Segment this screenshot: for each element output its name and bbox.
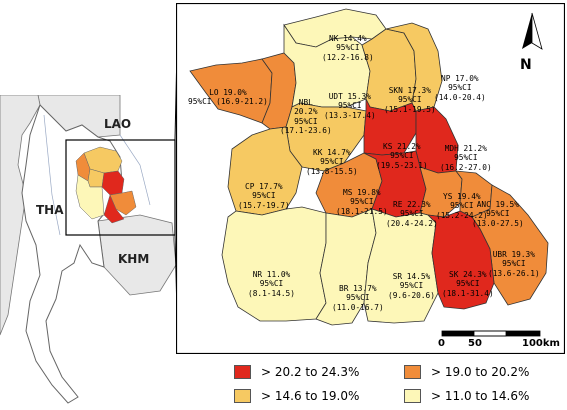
region-label-mdh: MDH 21.2% 95%CI (16.2-27.0) [440,143,492,172]
legend-item-high: > 20.2 to 24.3% [234,364,359,380]
legend-label-mid-high: > 19.0 to 20.2% [431,365,530,379]
main-map: N 0 50 100km NK 14.4% 95%CI (12.2-16.8) LO… [175,2,566,355]
province-cp [227,126,303,216]
legend-item-mid-high: > 19.0 to 20.2% [404,364,529,380]
scale-tick-0: 0 [438,338,445,349]
river-line [43,114,61,236]
inset-study-area [75,146,137,224]
region-label-anc: ANC 19.5% 95%CI (13.0-27.5) [472,199,524,228]
legend-swatch-mid-high [404,365,421,379]
legend-swatch-mid-low [234,389,251,403]
province-udt [283,23,371,108]
legend-label-high: > 20.2 to 24.3% [261,365,360,379]
scale-tick-100km: 100km [522,338,560,349]
region-label-br: BR 13.7% 95%CI (11.0-16.7) [332,283,384,312]
myanmar-shape [0,94,41,336]
region-label-ys: YS 19.4% 95%CI (15.2-24.2) [436,191,488,220]
region-label-udt: UDT 15.3% 95%CI (13.3-17.4) [324,91,376,120]
north-arrow-icon [522,12,543,50]
province-sr [363,208,439,324]
province-ys [419,166,463,218]
region-label-cp: CP 17.7% 95%CI (15.7-19.7) [238,181,290,210]
region-label-skn: SKN 17.3% 95%CI (15.1-19.5) [384,85,436,114]
inset-frame [65,139,176,236]
region-label-ks: KS 21.2% 95%CI (19.5-23.1) [376,141,428,170]
legend-swatch-high [234,365,251,379]
overview-map: LAO THA KHM [0,94,184,405]
province-ks [363,98,417,156]
region-label-np: NP 17.0% 95%CI (14.0-20.4) [434,73,486,102]
region-label-nr: NR 11.0% 95%CI (8.1-14.5) [248,269,295,298]
legend-item-mid-low: > 14.6 to 19.0% [234,388,359,404]
overview-map-svg [0,94,177,404]
legend: > 20.2 to 24.3% > 19.0 to 20.2% > 14.6 t… [228,356,565,405]
main-map-svg [175,2,566,355]
north-label: N [520,57,532,73]
scale-bar [441,330,541,337]
country-label-khm: KHM [118,252,150,266]
region-label-lo: LO 19.0% 95%CI (16.9-21.2) [188,87,268,107]
region-label-re: RE 22.3% 95%CI (20.4-24.2) [386,199,438,228]
river-line-2 [119,134,151,206]
region-label-nbl: NBL 20.2% 95%CI (17.1-23.6) [280,97,332,136]
country-label-lao: LAO [104,117,132,131]
region-label-kk: KK 14.7% 95%CI (13.8-15.5) [306,147,358,176]
scale-tick-50: 50 [468,338,482,349]
legend-swatch-low [404,389,421,403]
province-sk [426,210,495,310]
legend-label-low: > 11.0 to 14.6% [431,389,530,403]
region-label-ubr: UBR 19.3% 95%CI (13.6-26.1) [488,249,540,278]
legend-label-mid-low: > 14.6 to 19.0% [261,389,360,403]
region-label-sr: SR 14.5% 95%CI (9.6-20.6) [388,271,435,300]
region-label-ms: MS 19.8% 95%CI (18.1-21.5) [336,187,388,216]
region-label-nk: NK 14.4% 95%CI (12.2-16.8) [322,33,374,62]
country-label-tha: THA [36,203,64,217]
legend-item-low: > 11.0 to 14.6% [404,388,529,404]
region-label-sk: SK 24.3% 95%CI (18.1-31.4) [442,269,494,298]
